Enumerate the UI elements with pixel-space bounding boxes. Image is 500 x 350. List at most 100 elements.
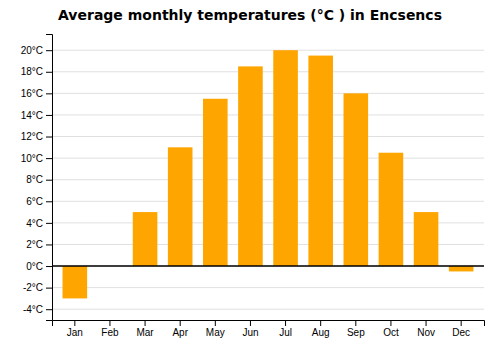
bar (63, 266, 88, 298)
x-tick-label: Nov (417, 327, 435, 338)
grid-line (52, 201, 484, 202)
y-tick-label: 6°C (26, 196, 43, 207)
grid-line (52, 93, 484, 94)
x-tick: Jul (279, 320, 292, 338)
y-tick: 14°C (21, 110, 52, 121)
x-tick: Oct (383, 320, 399, 338)
bar (449, 266, 474, 271)
y-tick-label: 18°C (21, 66, 43, 77)
x-tick-mark (461, 320, 462, 326)
grid-line (52, 50, 484, 51)
x-tick-mark (215, 320, 216, 326)
y-tick-mark (46, 201, 52, 202)
x-axis: Jan Feb Mar Apr May Jun Jul Aug Sep Oct Nov Dec (53, 320, 485, 338)
y-tick-mark (46, 72, 52, 73)
grid-line (52, 179, 484, 180)
grid-line (52, 114, 484, 115)
x-tick-mark (390, 320, 391, 326)
y-tick-mark (46, 288, 52, 289)
grid (52, 50, 484, 309)
y-tick-mark (46, 93, 52, 94)
x-tick: Apr (172, 320, 188, 338)
y-tick-label: 10°C (21, 153, 43, 164)
title: Average monthly temperatures (°C ) in En… (58, 7, 442, 23)
x-tick-label: Apr (172, 327, 188, 338)
y-tick-mark (46, 137, 52, 138)
chart: -4°C -2°C 0°C 2°C 4°C 6°C 8°C 10°C 12°C 14°C 16°C 1… (0, 0, 500, 350)
y-tick: 8°C (26, 174, 52, 185)
y-tick-label: 0°C (26, 261, 43, 272)
grid-line (52, 136, 484, 137)
x-tick-mark (180, 320, 181, 326)
x-tick-mark (320, 320, 321, 326)
x-axis-line (53, 321, 485, 327)
y-tick-mark (46, 223, 52, 224)
x-tick: Sep (347, 320, 365, 338)
zero-line (52, 265, 484, 267)
x-tick-mark (355, 320, 356, 326)
x-tick: Dec (452, 320, 470, 338)
y-axis: -4°C -2°C 0°C 2°C 4°C 6°C 8°C 10°C 12°C 14°C 16°C 1… (21, 35, 53, 321)
y-tick: 20°C (21, 45, 52, 56)
plot: -4°C -2°C 0°C 2°C 4°C 6°C 8°C 10°C 12°C 14°C 16°C 1… (21, 35, 485, 339)
y-tick: 10°C (21, 153, 52, 164)
bar (203, 99, 228, 266)
x-tick-label: Sep (347, 327, 365, 338)
y-tick: -4°C (23, 304, 52, 315)
x-tick-label: Jul (279, 327, 292, 338)
x-tick-mark (426, 320, 427, 326)
y-tick-mark (46, 50, 52, 51)
bars (52, 50, 484, 298)
x-tick-mark (109, 320, 110, 326)
y-tick: 18°C (21, 66, 52, 77)
y-tick-mark (46, 158, 52, 159)
x-tick: May (206, 320, 225, 338)
y-tick-label: 8°C (26, 174, 43, 185)
y-tick-label: -4°C (23, 304, 43, 315)
grid-line (52, 71, 484, 72)
x-tick-mark (250, 320, 251, 326)
bar (238, 66, 263, 266)
x-tick: Aug (312, 320, 330, 338)
y-tick-label: 14°C (21, 110, 43, 121)
x-tick-label: May (206, 327, 225, 338)
y-tick-mark (46, 309, 52, 310)
y-tick-label: 12°C (21, 131, 43, 142)
y-tick-mark (46, 244, 52, 245)
x-tick-label: Aug (312, 327, 330, 338)
grid-line (52, 287, 484, 288)
y-tick: -2°C (23, 282, 52, 293)
x-tick: Jan (67, 320, 83, 338)
x-tick: Feb (101, 320, 119, 338)
x-tick-label: Mar (136, 327, 154, 338)
bar (168, 147, 193, 266)
y-tick: 0°C (26, 261, 52, 272)
y-tick: 6°C (26, 196, 52, 207)
x-tick-label: Dec (452, 327, 470, 338)
grid-line (52, 158, 484, 159)
y-tick-mark (46, 180, 52, 181)
x-tick-label: Jan (67, 327, 83, 338)
y-tick-label: -2°C (23, 282, 43, 293)
grid-line (52, 266, 484, 267)
y-tick: 12°C (21, 131, 52, 142)
x-tick: Jun (242, 320, 258, 338)
bar (379, 153, 404, 266)
x-tick: Mar (136, 320, 154, 338)
y-tick: 16°C (21, 88, 52, 99)
x-tick-mark (285, 320, 286, 326)
y-axis-line (46, 35, 53, 321)
bar (344, 93, 369, 266)
bar (308, 56, 333, 266)
bar (133, 212, 158, 266)
y-tick-label: 2°C (26, 239, 43, 250)
bar (273, 50, 298, 266)
x-tick-mark (74, 320, 75, 326)
chart-container: -4°C -2°C 0°C 2°C 4°C 6°C 8°C 10°C 12°C 14°C 16°C 1… (0, 0, 500, 350)
x-tick: Nov (417, 320, 435, 338)
y-tick-label: 16°C (21, 88, 43, 99)
y-tick: 4°C (26, 218, 52, 229)
y-tick-mark (46, 115, 52, 116)
grid-line (52, 309, 484, 310)
y-tick-label: 20°C (21, 45, 43, 56)
